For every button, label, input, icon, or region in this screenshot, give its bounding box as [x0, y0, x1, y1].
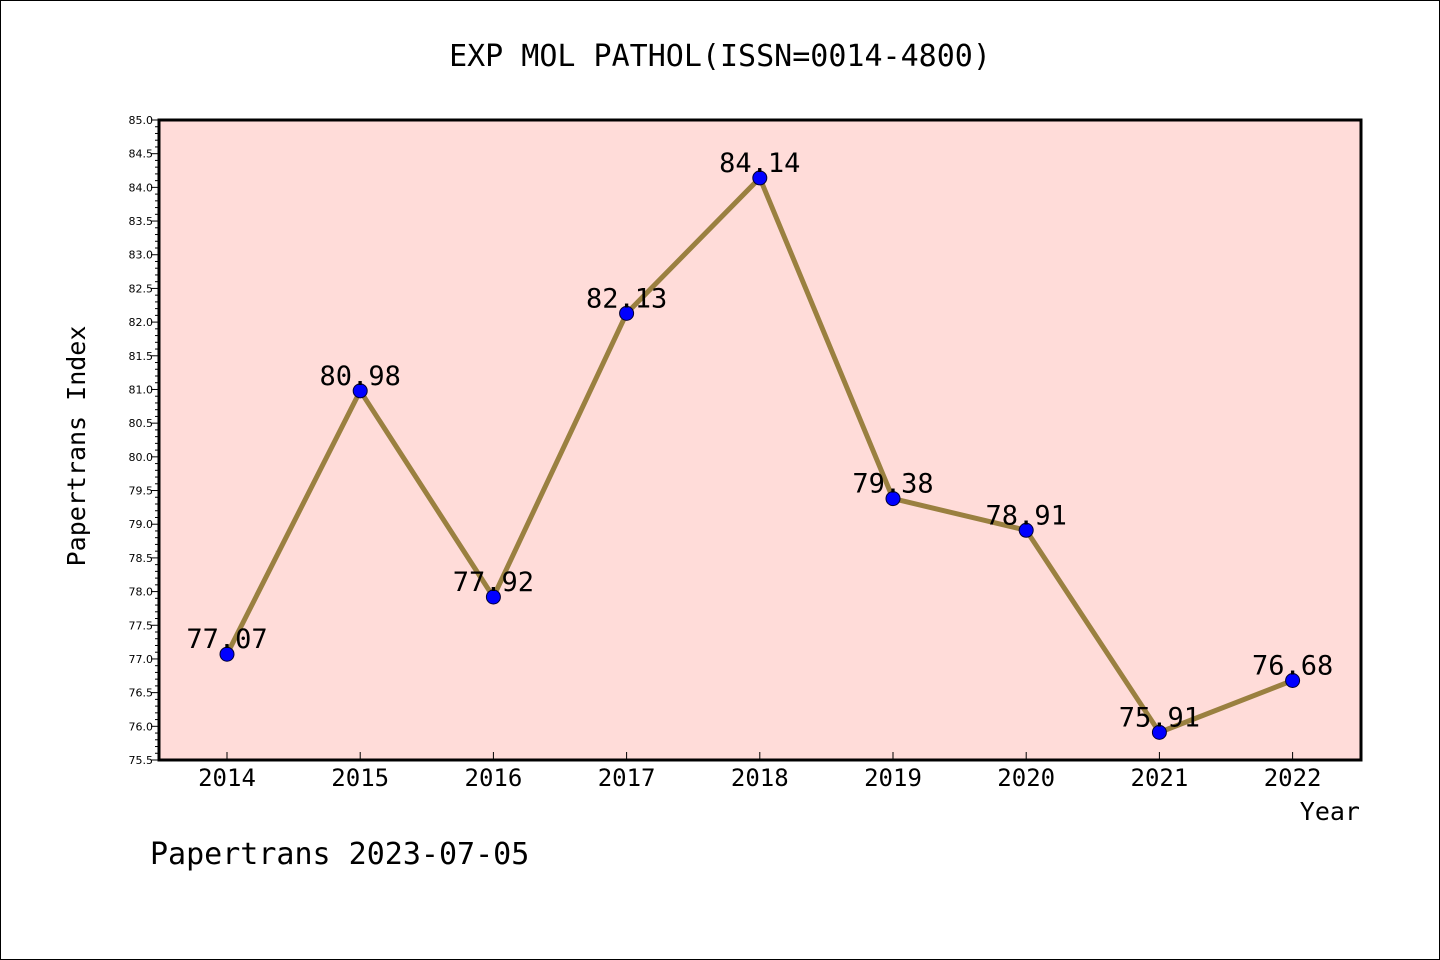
y-tick-label: 76.5 — [129, 687, 154, 700]
data-label: 82.13 — [586, 283, 667, 314]
y-axis: 75.5 76.0 76.5 77.0 77.5 78.0 78.5 79.0 79.5 80.0… — [129, 114, 159, 767]
data-label: 84.14 — [719, 148, 800, 179]
data-label: 79.38 — [852, 469, 933, 500]
data-label: 77.07 — [186, 624, 267, 655]
y-tick-label: 77.0 — [129, 653, 154, 666]
plot-area — [157, 118, 1363, 762]
data-point-marker — [219, 646, 235, 662]
data-point-marker — [885, 491, 901, 507]
x-tick-label: 2019 — [864, 764, 922, 792]
y-tick-label: 81.5 — [129, 350, 154, 363]
y-tick-label: 78.0 — [129, 586, 154, 599]
y-tick-label: 76.0 — [129, 720, 154, 733]
x-tick-label: 2015 — [331, 764, 389, 792]
data-point-marker — [352, 383, 368, 399]
data-label: 80.98 — [320, 361, 401, 392]
y-tick-label: 80.0 — [129, 451, 154, 464]
y-tick-label: 77.5 — [129, 619, 154, 632]
y-tick-label: 78.5 — [129, 552, 154, 565]
data-point-marker — [1151, 724, 1167, 740]
data-point-marker — [1285, 673, 1301, 689]
x-tick-label: 2014 — [198, 764, 256, 792]
y-tick-label: 81.0 — [129, 383, 154, 396]
x-axis-label: Year — [1300, 797, 1360, 826]
data-point-marker — [485, 589, 501, 605]
series-layer: 77.07 80.98 77.92 82.13 84.14 79.38 78.91 75.91… — [186, 148, 1333, 740]
data-label: 77.92 — [453, 567, 534, 598]
x-tick-label: 2016 — [465, 764, 523, 792]
y-tick-label: 75.5 — [129, 754, 154, 767]
chart-title: EXP MOL PATHOL(ISSN=0014-4800) — [449, 39, 991, 74]
data-point-marker — [1018, 522, 1034, 538]
y-tick-label: 82.5 — [129, 282, 154, 295]
data-point-marker — [619, 305, 635, 321]
data-label: 75.91 — [1119, 702, 1200, 733]
x-tick-label: 2017 — [598, 764, 656, 792]
y-tick-label: 85.0 — [129, 114, 154, 127]
y-axis-label: Papertrans Index — [62, 326, 91, 567]
x-axis: 2014 2015 2016 2017 2018 2019 2020 2021 2022 — [198, 752, 1321, 792]
data-label: 78.91 — [986, 500, 1067, 531]
y-tick-label: 83.5 — [129, 215, 154, 228]
y-tick-label: 84.5 — [129, 148, 154, 161]
x-tick-label: 2020 — [997, 764, 1055, 792]
y-tick-label: 82.0 — [129, 316, 154, 329]
data-point-marker — [752, 170, 768, 186]
y-tick-label: 79.5 — [129, 485, 154, 498]
x-tick-label: 2021 — [1131, 764, 1189, 792]
x-tick-label: 2018 — [731, 764, 789, 792]
data-label: 76.68 — [1252, 651, 1333, 682]
y-tick-label: 83.0 — [129, 249, 154, 262]
footer-text: Papertrans 2023-07-05 — [150, 837, 529, 872]
x-tick-label: 2022 — [1264, 764, 1322, 792]
y-tick-label: 80.5 — [129, 417, 154, 430]
y-tick-label: 79.0 — [129, 518, 154, 531]
y-tick-label: 84.0 — [129, 181, 154, 194]
